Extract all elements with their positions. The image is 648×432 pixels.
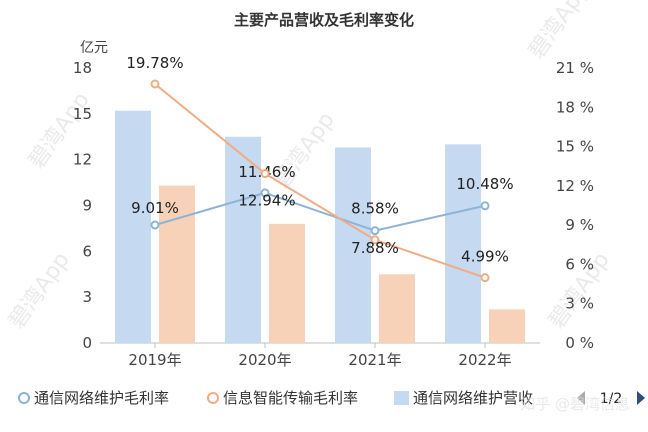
y-axis-right: 0 % 3 % 6 % 9 % 12 % 15 % 18 % 21 % bbox=[556, 59, 594, 352]
line-point-series-1 bbox=[260, 188, 270, 198]
data-label-series-2: 12.94% bbox=[238, 192, 295, 210]
x-tick-label: 2021年 bbox=[348, 351, 401, 369]
y-right-tick-label: 12 % bbox=[556, 177, 594, 195]
legend-label: 通信网络维护毛利率 bbox=[34, 389, 169, 407]
watermark-credit: 知乎 @碧湾信息 bbox=[520, 395, 630, 413]
line-series-1 bbox=[154, 191, 486, 232]
bar-series-2 bbox=[489, 309, 525, 343]
y-left-tick-label: 18 bbox=[73, 59, 92, 77]
legend-next-icon[interactable] bbox=[637, 391, 645, 405]
legend-page-indicator: 1/2 bbox=[600, 391, 623, 407]
data-label-series-2: 4.99% bbox=[461, 248, 509, 266]
line-point-series-2 bbox=[260, 169, 270, 179]
data-label-series-1: 8.58% bbox=[351, 200, 399, 218]
bar-series-1 bbox=[335, 147, 371, 343]
legend-label: 信息智能传输毛利率 bbox=[223, 389, 358, 407]
y-right-tick-label: 18 % bbox=[556, 98, 594, 116]
chart-title: 主要产品营收及毛利率变化 bbox=[234, 11, 414, 29]
bar-series-2 bbox=[269, 223, 305, 343]
legend-item-bar-blue[interactable]: 通信网络维护营收 bbox=[394, 389, 533, 407]
line-point-series-2 bbox=[370, 235, 380, 245]
legend-fade bbox=[555, 386, 573, 410]
line-point-series-1 bbox=[370, 226, 380, 236]
x-axis: 2019年 2020年 2021年 2022年 bbox=[128, 343, 512, 369]
bar-series-2 bbox=[159, 185, 195, 343]
x-tick-label: 2022年 bbox=[458, 351, 511, 369]
y-right-tick-label: 9 % bbox=[565, 216, 594, 234]
x-tick-label: 2019年 bbox=[128, 351, 181, 369]
y-left-tick-label: 12 bbox=[73, 151, 92, 169]
y-right-tick-label: 6 % bbox=[565, 255, 594, 273]
legend-prev-icon[interactable] bbox=[577, 391, 585, 405]
y-right-tick-label: 3 % bbox=[565, 295, 594, 313]
y-right-tick-label: 0 % bbox=[565, 334, 594, 352]
legend-label: 通信网络维护营收 bbox=[413, 389, 533, 407]
y-right-tick-label: 15 % bbox=[556, 138, 594, 156]
lines: 9.01%11.46%8.58%10.48%19.78%12.94%7.88%4… bbox=[126, 54, 514, 283]
line-series-2 bbox=[154, 83, 486, 279]
y-left-tick-label: 15 bbox=[73, 105, 92, 123]
data-label-series-1: 10.48% bbox=[456, 175, 513, 193]
legend-marker bbox=[18, 392, 30, 404]
legend-item-line-orange[interactable]: 信息智能传输毛利率 bbox=[207, 389, 358, 407]
bar-series-1 bbox=[115, 110, 151, 344]
data-label-series-2: 7.88% bbox=[351, 239, 399, 257]
data-label-series-1: 9.01% bbox=[131, 199, 179, 217]
bar-series-1 bbox=[445, 144, 481, 343]
legend-item-line-blue[interactable]: 通信网络维护毛利率 bbox=[18, 389, 169, 407]
legend-marker bbox=[394, 391, 409, 405]
line-point-series-1 bbox=[150, 220, 160, 230]
y-left-tick-label: 0 bbox=[82, 334, 92, 352]
y-right-tick-label: 21 % bbox=[556, 59, 594, 77]
y-left-tick-label: 9 bbox=[82, 197, 92, 215]
line-point-series-2 bbox=[150, 79, 160, 89]
legend-marker bbox=[207, 392, 219, 404]
line-point-series-1 bbox=[480, 201, 490, 211]
data-label-series-2: 19.78% bbox=[126, 54, 183, 72]
y-left-unit: 亿元 bbox=[80, 40, 108, 56]
bars bbox=[115, 110, 525, 344]
y-left-tick-label: 6 bbox=[82, 242, 92, 260]
y-left-tick-label: 3 bbox=[82, 288, 92, 306]
watermark-text: 碧湾App bbox=[524, 0, 594, 63]
y-axis-left: 0 3 6 9 12 15 18 bbox=[73, 59, 92, 352]
bar-series-2 bbox=[379, 274, 415, 343]
line-point-series-2 bbox=[480, 273, 490, 283]
bar-series-1 bbox=[225, 136, 261, 343]
legend: 通信网络维护毛利率 信息智能传输毛利率 通信网络维护营收 1/2 bbox=[18, 386, 645, 410]
watermark-text: 碧湾App bbox=[4, 248, 74, 334]
x-tick-label: 2020年 bbox=[238, 351, 291, 369]
